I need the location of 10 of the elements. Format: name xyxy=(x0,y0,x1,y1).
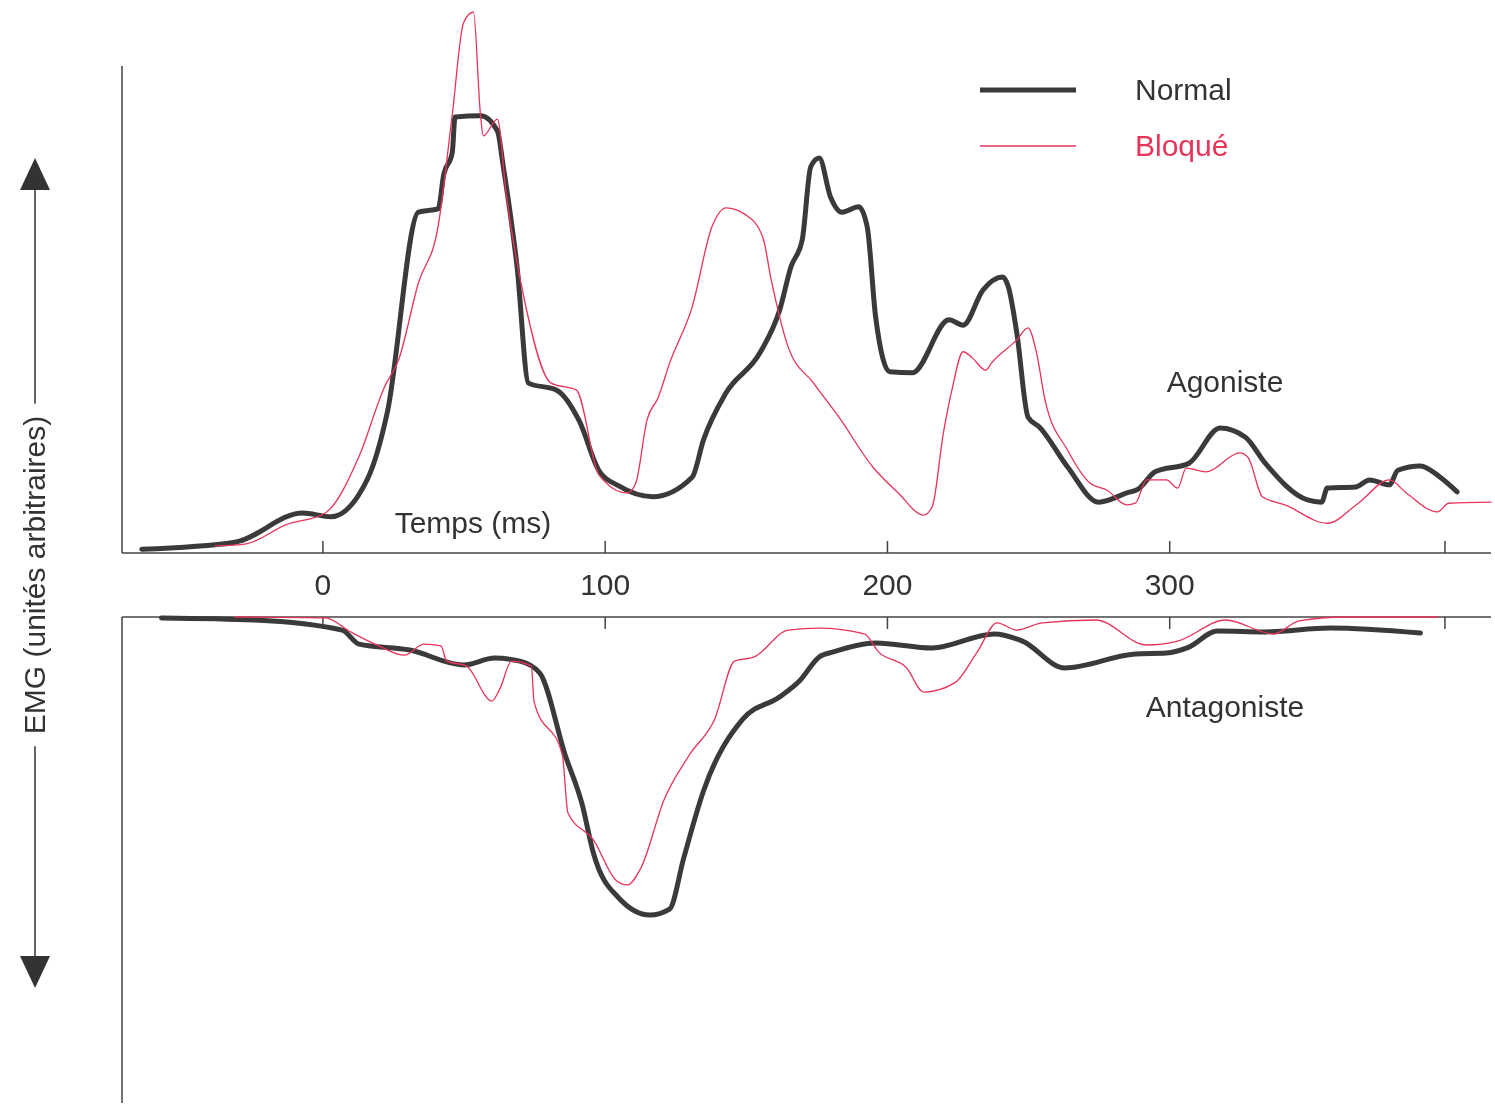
legend-label: Normal xyxy=(1135,72,1232,106)
x-tick-label: 100 xyxy=(580,568,631,601)
x-tick-label: 200 xyxy=(862,568,913,601)
x-tick-label: 300 xyxy=(1144,568,1195,601)
x-axis-title: Temps (ms) xyxy=(394,506,552,539)
legend-label: Bloqué xyxy=(1135,128,1229,162)
x-tick-label: 0 xyxy=(314,568,332,601)
y-axis-title: EMG (unités arbitraires) xyxy=(18,415,51,735)
annotation: Agoniste xyxy=(1166,365,1284,398)
annotation: Antagoniste xyxy=(1145,690,1305,723)
